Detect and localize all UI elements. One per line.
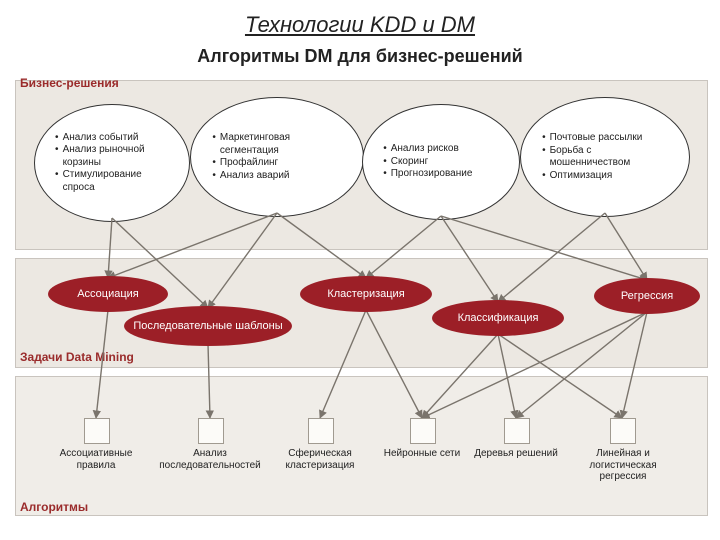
business-ellipse-content: •Почтовые рассылки•Борьба с мошенничеств… — [542, 132, 668, 182]
bullet-item: •Анализ событий — [55, 132, 169, 145]
bullet-item: •Профайлинг — [212, 157, 341, 170]
bullet-item: •Оптимизация — [542, 170, 668, 183]
section-label-business: Бизнес-решения — [20, 76, 119, 90]
algorithm-box — [610, 418, 636, 444]
bullet-item: •Анализ рыночной корзины — [55, 144, 169, 169]
bullet-item: •Почтовые рассылки — [542, 132, 668, 145]
section-label-algorithms: Алгоритмы — [20, 500, 88, 514]
business-ellipse: •Анализ событий•Анализ рыночной корзины•… — [34, 104, 190, 222]
algorithm-box — [198, 418, 224, 444]
bullet-item: •Стимулирование спроса — [55, 169, 169, 194]
section-label-tasks: Задачи Data Mining — [20, 350, 134, 364]
bullet-item: •Борьба с мошенничеством — [542, 145, 668, 170]
business-ellipse: •Почтовые рассылки•Борьба с мошенничеств… — [520, 97, 690, 217]
algorithm-label: Анализ последовательностей — [148, 448, 272, 471]
task-pill: Кластеризация — [300, 276, 432, 312]
algorithm-box — [410, 418, 436, 444]
algorithm-box — [84, 418, 110, 444]
task-pill: Ассоциация — [48, 276, 168, 312]
algorithm-box — [504, 418, 530, 444]
bullet-item: •Скоринг — [383, 156, 499, 169]
bullet-item: •Маркетинговая сегментация — [212, 132, 341, 157]
algorithm-label: Ассоциативные правила — [46, 448, 146, 471]
diagram-root: Технологии KDD и DM Алгоритмы DM для биз… — [0, 0, 720, 540]
business-ellipse-content: •Анализ рисков•Скоринг•Прогнозирование — [383, 143, 499, 181]
business-ellipse: •Маркетинговая сегментация•Профайлинг•Ан… — [190, 97, 364, 217]
page-subtitle: Алгоритмы DM для бизнес-решений — [0, 46, 720, 67]
page-title: Технологии KDD и DM — [0, 12, 720, 38]
business-ellipse: •Анализ рисков•Скоринг•Прогнозирование — [362, 104, 520, 220]
task-pill: Классификация — [432, 300, 564, 336]
business-ellipse-content: •Маркетинговая сегментация•Профайлинг•Ан… — [212, 132, 341, 182]
algorithm-label: Линейная и логистическая регрессия — [568, 448, 678, 483]
bullet-item: •Анализ рисков — [383, 143, 499, 156]
task-pill: Последовательные шаблоны — [124, 306, 292, 346]
section-algorithms — [15, 376, 708, 516]
bullet-item: •Прогнозирование — [383, 168, 499, 181]
algorithm-box — [308, 418, 334, 444]
business-ellipse-content: •Анализ событий•Анализ рыночной корзины•… — [55, 132, 169, 195]
algorithm-label: Деревья решений — [466, 448, 566, 460]
task-pill: Регрессия — [594, 278, 700, 314]
algorithm-label: Нейронные сети — [378, 448, 466, 460]
bullet-item: •Анализ аварий — [212, 170, 341, 183]
algorithm-label: Сферическая кластеризация — [266, 448, 374, 471]
